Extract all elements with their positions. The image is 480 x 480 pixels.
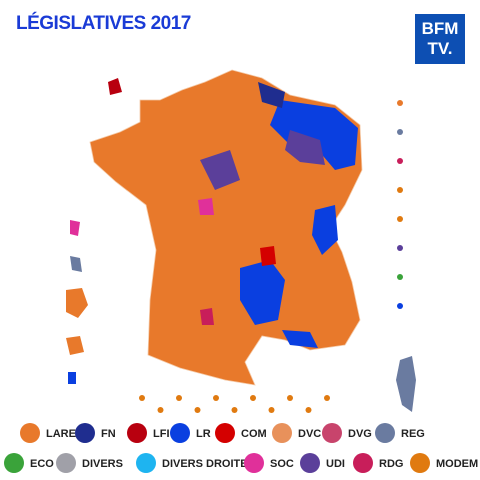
island [396, 356, 416, 412]
legend-swatch [136, 453, 156, 473]
legend-label: LR [196, 428, 211, 440]
legend-item: COM [215, 423, 267, 443]
legend-label: DVC [298, 428, 321, 440]
legend-item: LFI [127, 423, 170, 443]
legend-swatch [75, 423, 95, 443]
dot [157, 407, 164, 413]
logo-text: TV. [428, 39, 453, 58]
region [270, 100, 358, 170]
legend-label: MODEM [436, 458, 478, 470]
dot [397, 158, 403, 164]
legend-swatch [375, 423, 395, 443]
logo-text: BFM [422, 19, 459, 38]
dot [287, 395, 293, 401]
island [70, 220, 80, 236]
dot [397, 187, 403, 193]
legend-swatch [56, 453, 76, 473]
legend-item: MODEM [410, 453, 478, 473]
region [198, 198, 214, 215]
dot [231, 407, 238, 413]
legend-swatch [410, 453, 430, 473]
dot [268, 407, 275, 413]
legend-item: LR [170, 423, 211, 443]
legend-item: REG [375, 423, 425, 443]
legend-swatch [322, 423, 342, 443]
legend-label: COM [241, 428, 267, 440]
legend-label: DIVERS DROITE [162, 458, 248, 470]
legend-swatch [127, 423, 147, 443]
region [200, 308, 214, 325]
dot [194, 407, 201, 413]
dot [250, 395, 256, 401]
region [260, 246, 276, 266]
region [200, 150, 240, 190]
dot [397, 245, 403, 251]
dot [397, 100, 403, 106]
legend-item: DIVERS [56, 453, 123, 473]
legend-swatch [244, 453, 264, 473]
legend-item: ECO [4, 453, 54, 473]
legend-label: REG [401, 428, 425, 440]
map [66, 69, 416, 412]
legend-item: DVG [322, 423, 372, 443]
legend-swatch [353, 453, 373, 473]
region [312, 205, 338, 255]
dot [397, 216, 403, 222]
region [108, 78, 122, 95]
logo-box [415, 14, 465, 64]
legend-item: FN [75, 423, 116, 443]
legend-item: UDI [300, 453, 345, 473]
legend-label: SOC [270, 458, 294, 470]
dot [397, 274, 403, 280]
dot [213, 395, 219, 401]
dot [305, 407, 312, 413]
region [258, 82, 285, 108]
region [282, 330, 318, 348]
logo: BFM TV. [415, 14, 465, 64]
dot [397, 303, 403, 309]
dot [139, 395, 145, 401]
decor-dots [139, 100, 403, 413]
legend-label: RDG [379, 458, 403, 470]
dot [397, 129, 403, 135]
legend-label: DIVERS [82, 458, 123, 470]
dot [176, 395, 182, 401]
legend-label: LFI [153, 428, 170, 440]
island [66, 288, 88, 318]
region [240, 260, 285, 325]
legend-swatch [215, 423, 235, 443]
island [66, 336, 84, 355]
legend-swatch [272, 423, 292, 443]
legend-label: FN [101, 428, 116, 440]
legend-swatch [20, 423, 40, 443]
dot [324, 395, 330, 401]
legend-item: RDG [353, 453, 403, 473]
legend-item: DVC [272, 423, 321, 443]
legend-label: ECO [30, 458, 54, 470]
legend-item: DIVERS DROITE [136, 453, 248, 473]
legend-swatch [300, 453, 320, 473]
legend-swatch [4, 453, 24, 473]
legend-swatch [170, 423, 190, 443]
island [68, 372, 76, 384]
title: LÉGISLATIVES 2017 [16, 12, 191, 34]
region [285, 130, 325, 165]
legend-item: SOC [244, 453, 294, 473]
island [70, 256, 82, 272]
legend-label: DVG [348, 428, 372, 440]
legend-label: UDI [326, 458, 345, 470]
